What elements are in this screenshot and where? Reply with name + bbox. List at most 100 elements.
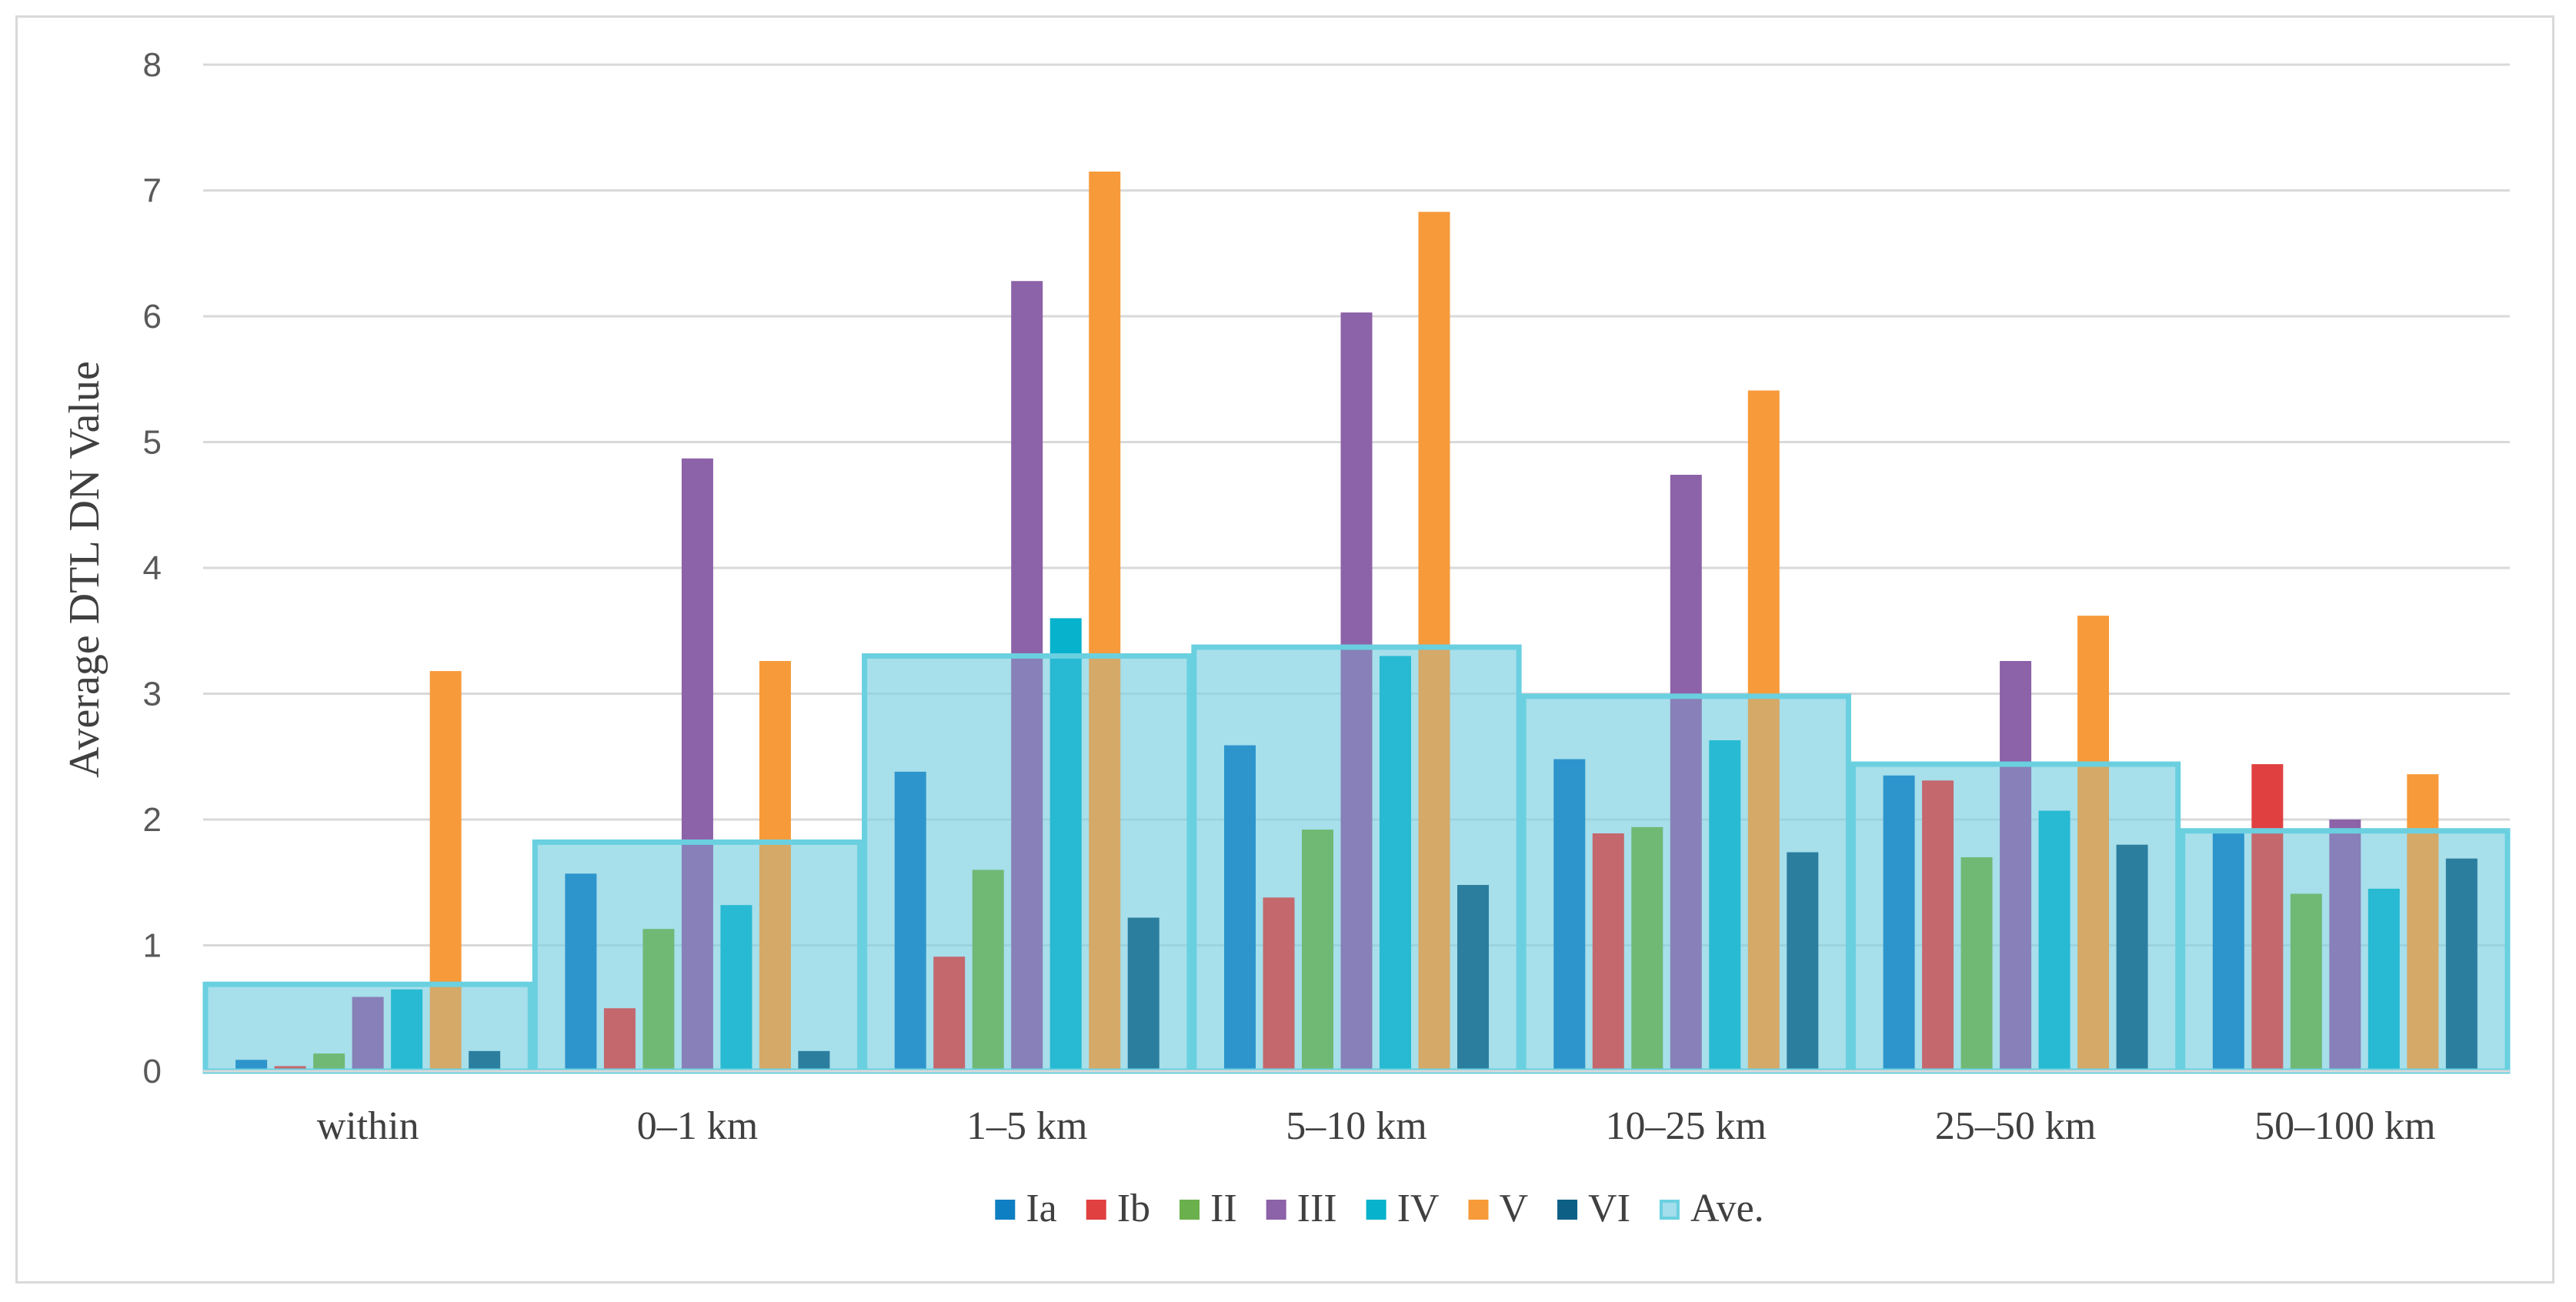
average-overlay (202, 644, 2511, 1074)
x-tick-label: 1–5 km (966, 1104, 1087, 1148)
legend-item: IV (1366, 1187, 1440, 1230)
average-tint (1850, 764, 2181, 1071)
legend-label: II (1210, 1187, 1237, 1230)
bar (1883, 775, 1915, 1071)
bar (1960, 857, 1993, 1071)
legend-item: VI (1557, 1187, 1630, 1230)
bar (1592, 833, 1624, 1071)
average-tint (2180, 830, 2510, 1071)
bar (1224, 745, 1256, 1071)
y-tick-label: 8 (143, 46, 162, 84)
bar (1127, 917, 1160, 1071)
bar (1457, 885, 1489, 1071)
legend-swatch (1180, 1200, 1200, 1220)
legend-label: V (1499, 1187, 1528, 1230)
bar (1089, 171, 1121, 1072)
legend-swatch (1266, 1200, 1286, 1220)
legend: Ia Ib II III IV V VI Ave. (995, 1187, 1764, 1230)
bar (2290, 893, 2322, 1071)
x-tick-label: within (317, 1104, 419, 1148)
average-tint (532, 842, 863, 1071)
bar (1709, 739, 1741, 1071)
bar (2329, 820, 2361, 1071)
bar (1670, 475, 1702, 1071)
y-tick-label: 4 (143, 549, 162, 587)
bar (681, 458, 713, 1071)
bar (720, 905, 752, 1071)
x-tick-label: 10–25 km (1606, 1104, 1767, 1148)
y-tick-label: 3 (143, 676, 162, 713)
bar (894, 771, 926, 1071)
average-tint (1521, 696, 1851, 1071)
x-tick-label: 0–1 km (637, 1104, 758, 1148)
legend-item: V (1468, 1187, 1528, 1230)
legend-label: Ave. (1690, 1187, 1764, 1230)
y-tick-label: 2 (143, 801, 162, 839)
bar (2407, 774, 2439, 1071)
legend-label: III (1297, 1187, 1337, 1230)
bar (235, 1060, 268, 1071)
y-tick-labels: 0 1 2 3 4 5 6 7 8 (143, 46, 162, 1090)
bar (2367, 888, 2400, 1071)
bar (1553, 759, 1586, 1071)
bar (933, 956, 966, 1071)
legend-item: Ia (995, 1187, 1057, 1230)
bar (972, 870, 1004, 1071)
legend-item: Ave. (1659, 1187, 1764, 1230)
legend-swatch (995, 1200, 1016, 1220)
bar (1340, 312, 1373, 1072)
legend-item: III (1266, 1187, 1337, 1230)
bar (1263, 897, 1295, 1071)
legend-item: II (1180, 1187, 1237, 1230)
legend-swatch (1366, 1200, 1386, 1220)
average-tint (1191, 647, 1522, 1071)
bar (603, 1008, 636, 1071)
bar (2445, 858, 2478, 1071)
legend-label: VI (1588, 1187, 1630, 1230)
bar (469, 1050, 501, 1071)
bar-series (235, 171, 2478, 1072)
legend-label: IV (1397, 1187, 1440, 1230)
bar (2077, 616, 2110, 1071)
bar (1302, 830, 1333, 1071)
bar (565, 873, 597, 1071)
bar (2000, 660, 2032, 1071)
legend-swatch (1468, 1200, 1489, 1220)
legend-label: Ia (1026, 1187, 1056, 1230)
bar (2212, 830, 2244, 1071)
bar (1011, 281, 1043, 1072)
y-axis-label: Average DTL DN Value (61, 361, 108, 778)
bar (759, 660, 791, 1071)
y-tick-label: 1 (143, 927, 162, 965)
x-tick-labels: within 0–1 km 1–5 km 5–10 km 10–25 km 25–50 k… (317, 1104, 2436, 1148)
y-tick-label: 6 (143, 298, 162, 336)
bar (352, 997, 384, 1071)
x-tick-label: 5–10 km (1286, 1104, 1426, 1148)
bar (1787, 852, 1819, 1071)
y-tick-label: 0 (143, 1053, 162, 1090)
bar (2038, 810, 2070, 1071)
x-tick-label: 25–50 km (1935, 1104, 2096, 1148)
bar (429, 671, 462, 1071)
average-tint (862, 656, 1192, 1071)
legend-swatch (1086, 1200, 1106, 1220)
bar (798, 1050, 830, 1071)
y-tick-label: 5 (143, 424, 162, 462)
bar (1922, 780, 1954, 1071)
bar (1380, 656, 1411, 1071)
legend-label: Ib (1117, 1187, 1150, 1230)
x-tick-label: 50–100 km (2254, 1104, 2435, 1148)
bar (1631, 826, 1663, 1071)
bar (391, 989, 423, 1071)
legend-item: Ib (1086, 1187, 1150, 1230)
bar (2116, 844, 2148, 1071)
average-tint (203, 984, 533, 1071)
y-tick-label: 7 (143, 172, 162, 210)
legend-swatch (1659, 1200, 1680, 1220)
bar (2251, 764, 2284, 1071)
bar (1418, 212, 1450, 1071)
bar (313, 1053, 345, 1071)
bar (642, 929, 675, 1071)
bar (1049, 618, 1082, 1071)
